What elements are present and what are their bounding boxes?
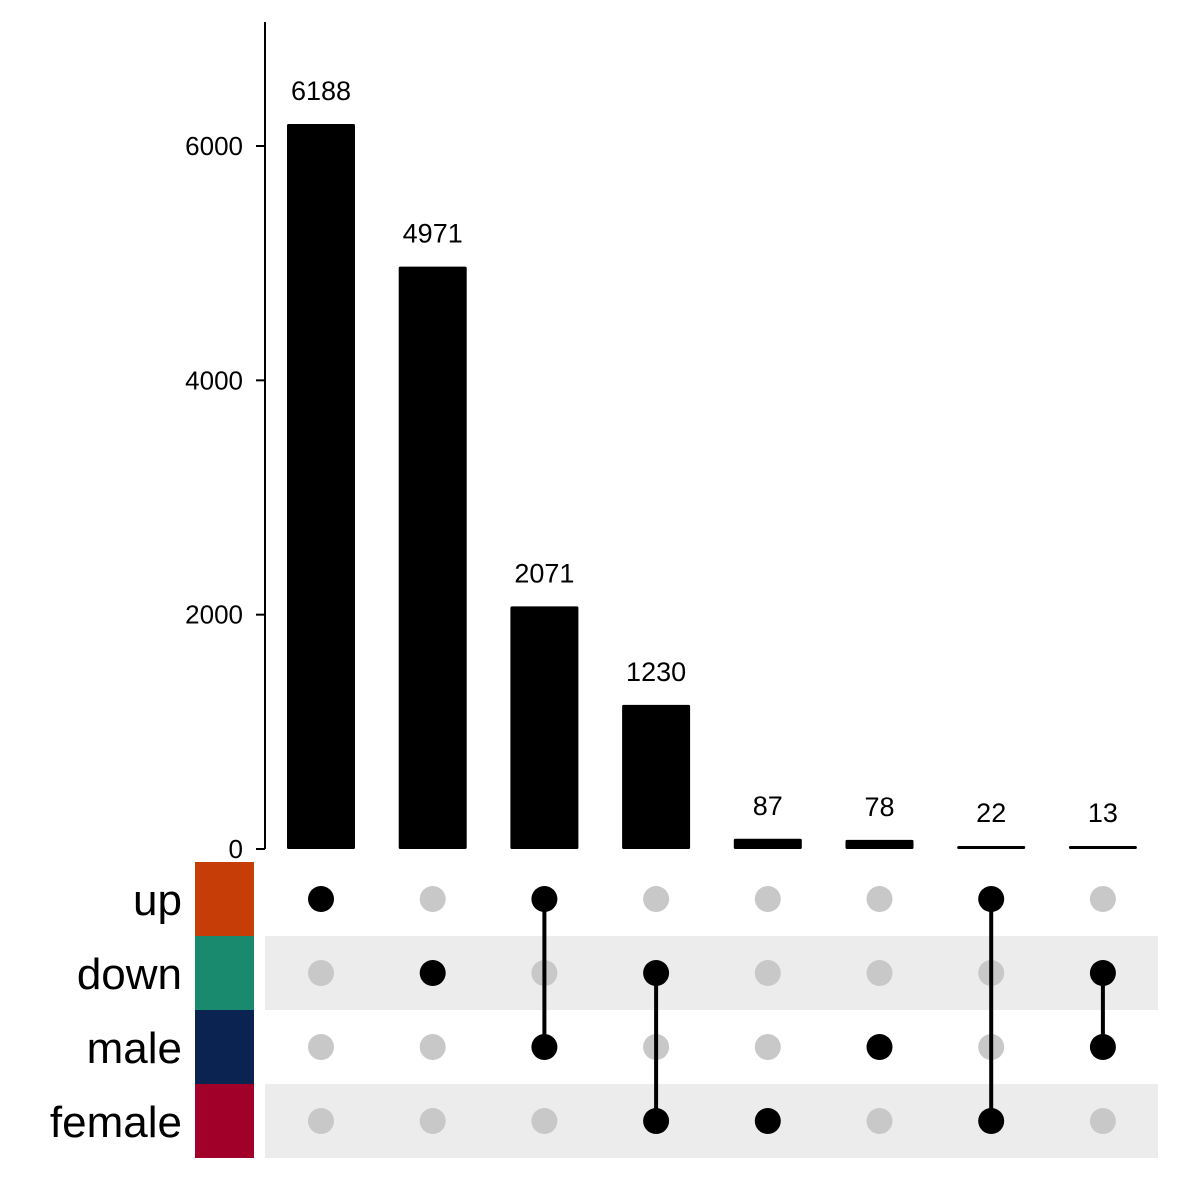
bar-3 xyxy=(510,606,579,849)
dot-active-3-up xyxy=(531,886,558,912)
set-swatch-up xyxy=(195,862,254,936)
bar-label-8: 13 xyxy=(1088,798,1118,828)
dot-active-7-female xyxy=(978,1108,1005,1134)
dot-inactive-3-female xyxy=(531,1108,558,1134)
bar-7 xyxy=(957,846,1026,849)
dot-inactive-1-female xyxy=(308,1108,334,1134)
dot-inactive-5-male xyxy=(754,1034,781,1060)
bar-label-5: 87 xyxy=(753,791,783,821)
dot-active-3-male xyxy=(531,1034,558,1060)
set-label-female: female xyxy=(50,1098,182,1147)
matrix-stripes xyxy=(265,936,1158,1158)
set-label-down: down xyxy=(77,950,182,999)
dot-active-4-female xyxy=(643,1108,670,1134)
dot-inactive-4-up xyxy=(643,886,670,912)
bar-label-2: 4971 xyxy=(403,219,463,249)
dot-inactive-1-male xyxy=(308,1034,334,1060)
y-tick-label-6000: 6000 xyxy=(185,131,243,161)
bar-4 xyxy=(622,704,691,849)
bar-5 xyxy=(733,838,802,849)
set-swatch-female xyxy=(195,1084,254,1158)
dot-active-5-female xyxy=(754,1108,781,1134)
bar-label-3: 2071 xyxy=(514,558,574,588)
y-tick-label-2000: 2000 xyxy=(185,600,243,630)
bar-1 xyxy=(287,123,355,850)
set-labels: up down male female xyxy=(50,862,254,1158)
set-label-male: male xyxy=(87,1024,182,1073)
matrix-stripe-down xyxy=(265,936,1158,1010)
dot-inactive-2-female xyxy=(419,1108,446,1134)
bar-label-7: 22 xyxy=(976,798,1006,828)
dot-inactive-8-up xyxy=(1089,886,1116,912)
intersection-matrix xyxy=(308,886,1116,1134)
dot-inactive-6-up xyxy=(866,886,893,912)
y-tick-label-4000: 4000 xyxy=(185,365,243,395)
bar-label-4: 1230 xyxy=(626,657,686,687)
dot-active-8-down xyxy=(1089,960,1116,986)
dot-active-7-up xyxy=(978,886,1005,912)
bar-series: 6188 4971 2071 1230 87 78 22 13 xyxy=(287,76,1137,850)
matrix-stripe-female xyxy=(265,1084,1158,1158)
dot-active-2-down xyxy=(419,960,446,986)
set-swatch-down xyxy=(195,936,254,1010)
dot-active-1-up xyxy=(308,886,334,912)
bar-2 xyxy=(398,266,467,849)
bar-8 xyxy=(1068,846,1137,849)
dot-active-8-male xyxy=(1089,1034,1116,1060)
bar-label-1: 6188 xyxy=(291,76,351,106)
dot-inactive-6-female xyxy=(866,1108,893,1134)
dot-inactive-1-down xyxy=(308,960,334,986)
dot-inactive-2-male xyxy=(419,1034,446,1060)
y-axis: 0 2000 4000 6000 xyxy=(185,22,266,864)
dot-inactive-5-up xyxy=(754,886,781,912)
dot-inactive-5-down xyxy=(754,960,781,986)
dot-inactive-6-down xyxy=(866,960,893,986)
set-label-up: up xyxy=(133,876,182,925)
dot-inactive-8-female xyxy=(1089,1108,1116,1134)
bar-6 xyxy=(845,839,914,849)
set-swatch-male xyxy=(195,1010,254,1084)
dot-inactive-2-up xyxy=(419,886,446,912)
dot-active-4-down xyxy=(643,960,670,986)
y-tick-label-0: 0 xyxy=(229,834,243,864)
dot-active-6-male xyxy=(866,1034,893,1060)
bar-label-6: 78 xyxy=(864,792,894,822)
